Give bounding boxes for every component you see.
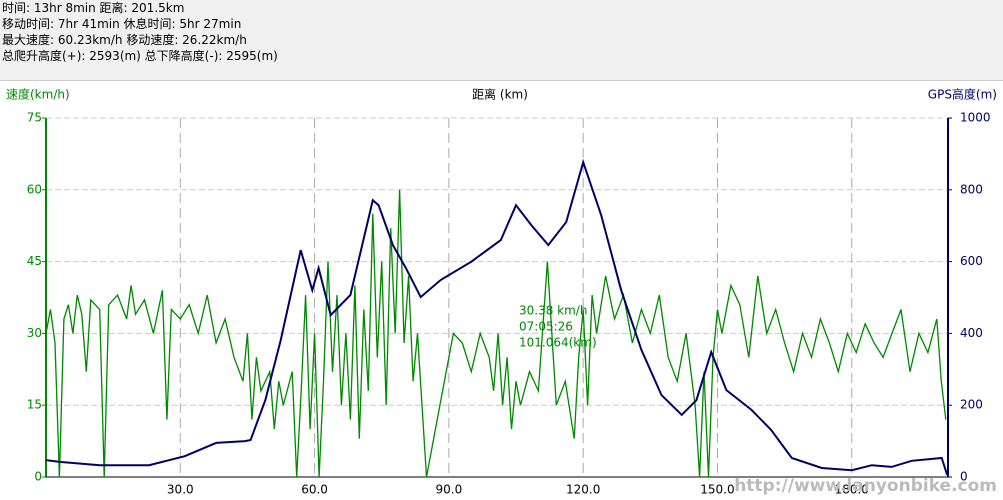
y-tick-label: 60 [27,182,42,196]
info-line: 移动时间: 7hr 41min 休息时间: 5hr 27min [2,17,242,31]
x-tick-label: 90.0 [436,483,463,497]
y2-tick-label: 600 [960,254,983,268]
x-tick-label: 60.0 [301,483,328,497]
chart-bg [0,81,1003,500]
x-tick-label: 120.0 [566,483,600,497]
y-tick-label: 45 [27,254,42,268]
y2-tick-label: 0 [960,470,968,484]
y-axis-title: 速度(km/h) [6,87,70,102]
x-axis-title: 距离 (km) [472,87,528,102]
y2-tick-label: 200 [960,398,983,412]
y2-tick-label: 1000 [960,111,991,125]
y2-axis-title: GPS高度(m) [928,87,997,102]
y-tick-label: 30 [27,326,42,340]
info-line: 最大速度: 60.23km/h 移动速度: 26.22km/h [2,33,247,47]
x-tick-label: 150.0 [700,483,734,497]
watermark: http://www.lanyonbike.com [734,476,997,496]
cursor-label: 07:05:26 [519,320,573,334]
y-tick-label: 75 [27,111,42,125]
y2-tick-label: 400 [960,326,983,340]
x-tick-label: 30.0 [167,483,194,497]
x-tick-label: 180.0 [835,483,869,497]
info-line: 总爬升高度(+): 2593(m) 总下降高度(-): 2595(m) [2,49,278,63]
cursor-label: 30.38 km/h [519,304,587,318]
y-tick-label: 15 [27,398,42,412]
header: 时间: 13hr 8min 距离: 201.5km 移动时间: 7hr 41mi… [0,0,1003,81]
y2-tick-label: 800 [960,182,983,196]
cursor-label: 101.064(km) [519,336,597,350]
series-line [45,158,949,476]
info-line: 时间: 13hr 8min 距离: 201.5km [2,1,185,15]
y-tick-label: 0 [34,470,42,484]
series-line [45,189,947,478]
